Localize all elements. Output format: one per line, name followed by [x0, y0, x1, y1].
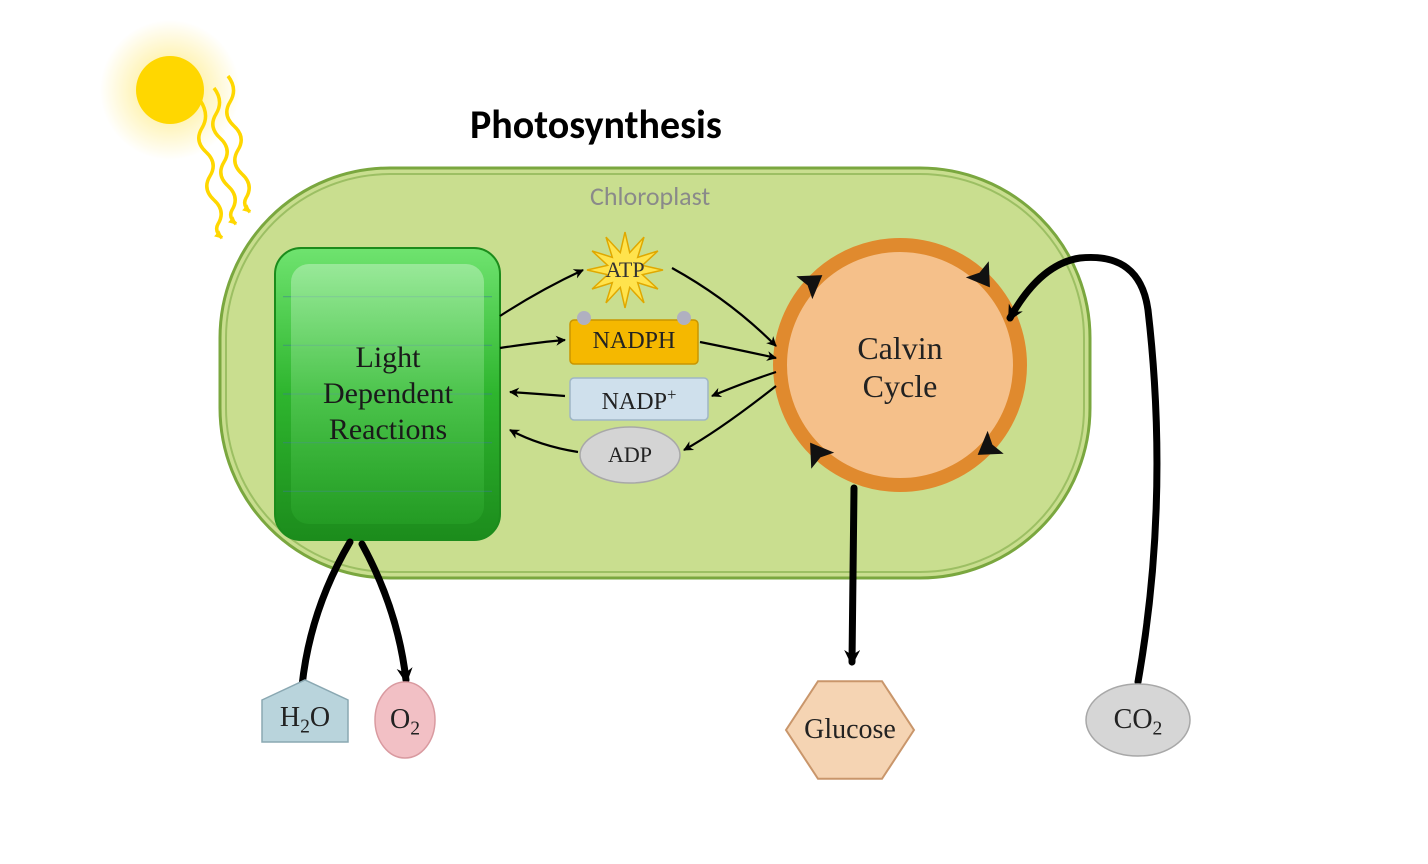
light-dependent-reactions-label: Light Dependent Reactions: [278, 340, 498, 448]
arrow-glucose-out: [852, 488, 854, 662]
calvin-label-line: Cycle: [804, 367, 996, 405]
nadph-dot: [577, 311, 591, 325]
calvin-label-line: Calvin: [804, 329, 996, 367]
h2o-label-sub: 2: [300, 717, 310, 738]
nadph-dot: [677, 311, 691, 325]
h2o-label-pre: H: [280, 702, 300, 733]
atp-label: ATP: [585, 257, 665, 283]
o2-label: O2: [370, 704, 440, 741]
co2-label-sub: 2: [1153, 719, 1163, 740]
ldr-label-line: Light: [278, 340, 498, 376]
ldr-label-line: Reactions: [278, 412, 498, 448]
chloroplast-label: Chloroplast: [590, 180, 710, 212]
nadp-label-sup: +: [667, 385, 676, 404]
co2-label: CO2: [1081, 704, 1195, 741]
diagram-canvas: Photosynthesis Chloroplast Light Depende…: [0, 0, 1428, 864]
nadp-label: NADP+: [570, 385, 708, 416]
glucose-label: Glucose: [786, 714, 914, 746]
calvin-cycle-label: Calvin Cycle: [804, 329, 996, 406]
o2-label-pre: O: [390, 704, 410, 735]
nadph-label: NADPH: [570, 328, 698, 355]
diagram-title: Photosynthesis: [470, 100, 722, 149]
co2-label-pre: CO: [1114, 704, 1153, 735]
sun-icon: [136, 56, 204, 124]
nadp-label-text: NADP: [602, 389, 667, 415]
o2-label-sub: 2: [410, 719, 420, 740]
adp-label: ADP: [580, 442, 680, 468]
h2o-label: H2O: [262, 702, 348, 739]
h2o-label-post: O: [310, 702, 330, 733]
ldr-label-line: Dependent: [278, 376, 498, 412]
